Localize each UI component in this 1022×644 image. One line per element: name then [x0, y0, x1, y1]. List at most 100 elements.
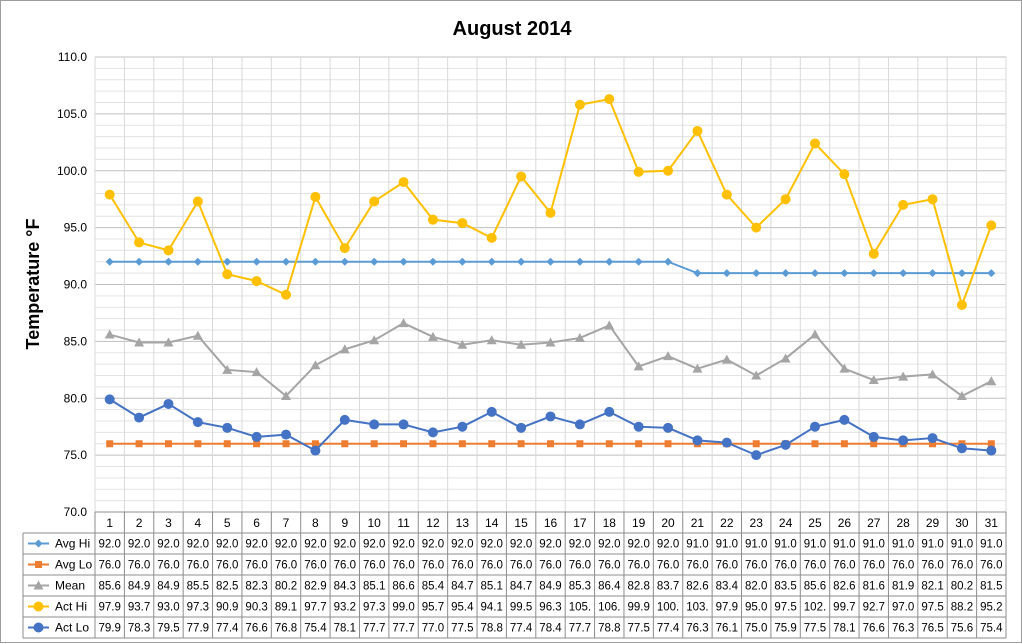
table-cell: 100. [657, 602, 679, 614]
data-point [399, 419, 409, 429]
data-point [429, 440, 436, 447]
data-point [105, 190, 115, 200]
data-point [665, 440, 672, 447]
data-point [604, 94, 614, 104]
data-point [811, 440, 818, 447]
legend-key-marker [35, 561, 42, 568]
data-point [751, 223, 761, 233]
data-point [253, 258, 261, 266]
data-point [663, 423, 673, 433]
data-point [457, 218, 467, 228]
table-cell: 75.4 [980, 623, 1003, 635]
table-cell: 97.9 [716, 602, 738, 614]
table-cell: 103. [686, 602, 708, 614]
table-cell: 78.1 [334, 623, 356, 635]
data-point [693, 269, 701, 277]
data-point [606, 440, 613, 447]
table-cell: 92.0 [657, 539, 679, 551]
table-cell: 92.0 [275, 539, 297, 551]
table-cell: 77.0 [422, 623, 444, 635]
legend-key-marker [34, 602, 44, 612]
table-cell: 82.5 [216, 581, 238, 593]
table-cell: 76.0 [157, 560, 179, 572]
table-cell: 84.7 [510, 581, 532, 593]
data-point [399, 177, 409, 187]
data-point [605, 258, 613, 266]
table-cell: 86.6 [392, 581, 414, 593]
data-point [898, 200, 908, 210]
data-point [105, 394, 115, 404]
table-cell: 91.0 [686, 539, 708, 551]
x-tick-label: 22 [720, 516, 734, 530]
data-point [223, 258, 231, 266]
x-tick-label: 3 [165, 516, 172, 530]
x-tick-label: 18 [603, 516, 617, 530]
data-point [370, 258, 378, 266]
data-point [429, 258, 437, 266]
table-cell: 82.6 [833, 581, 855, 593]
table-cell: 85.5 [187, 581, 209, 593]
table-cell: 85.3 [569, 581, 591, 593]
table-cell: 76.6 [863, 623, 885, 635]
data-point [369, 419, 379, 429]
table-cell: 77.7 [363, 623, 385, 635]
x-tick-label: 21 [691, 516, 705, 530]
table-cell: 81.5 [980, 581, 1002, 593]
y-tick-label: 95.0 [64, 221, 88, 235]
table-cell: 92.0 [304, 539, 326, 551]
table-cell: 79.9 [98, 623, 120, 635]
table-cell: 76.0 [392, 560, 414, 572]
y-tick-label: 75.0 [64, 448, 88, 462]
x-tick-label: 2 [136, 516, 143, 530]
data-point [546, 208, 556, 218]
data-point [283, 440, 290, 447]
data-point [635, 258, 643, 266]
y-tick-label: 80.0 [64, 391, 88, 405]
data-point [810, 138, 820, 148]
table-cell: 76.0 [98, 560, 120, 572]
data-point [487, 407, 497, 417]
table-cell: 97.3 [363, 602, 385, 614]
chart-title: August 2014 [453, 18, 573, 40]
table-cell: 76.0 [481, 560, 503, 572]
data-point [782, 269, 790, 277]
legend-key-marker [34, 623, 44, 633]
data-point [928, 433, 938, 443]
table-cell: 76.8 [275, 623, 297, 635]
table-cell: 93.0 [157, 602, 179, 614]
x-tick-label: 23 [750, 516, 764, 530]
y-tick-label: 100.0 [57, 164, 87, 178]
table-cell: 92.0 [422, 539, 444, 551]
data-point [575, 419, 585, 429]
table-cell: 80.2 [275, 581, 297, 593]
y-tick-label: 85.0 [64, 334, 88, 348]
table-cell: 76.0 [569, 560, 591, 572]
data-point [369, 335, 379, 344]
table-cell: 92.0 [98, 539, 120, 551]
data-point [957, 443, 967, 453]
data-point [136, 440, 143, 447]
data-point [163, 399, 173, 409]
table-cell: 99.9 [627, 602, 649, 614]
table-cell: 97.0 [892, 602, 914, 614]
data-point [899, 269, 907, 277]
data-point [576, 440, 583, 447]
table-cell: 78.8 [481, 623, 503, 635]
data-point [517, 258, 525, 266]
table-cell: 75.6 [951, 623, 973, 635]
data-point [547, 258, 555, 266]
x-tick-label: 26 [838, 516, 852, 530]
table-cell: 92.0 [392, 539, 414, 551]
data-point [371, 440, 378, 447]
data-point [400, 258, 408, 266]
table-cell: 92.0 [245, 539, 267, 551]
table-cell: 76.0 [245, 560, 267, 572]
table-cell: 84.9 [539, 581, 561, 593]
table-cell: 92.0 [510, 539, 532, 551]
x-tick-label: 7 [283, 516, 290, 530]
data-point [634, 167, 644, 177]
data-point [870, 269, 878, 277]
x-tick-label: 4 [195, 516, 202, 530]
data-point [194, 258, 202, 266]
table-cell: 93.7 [128, 602, 150, 614]
